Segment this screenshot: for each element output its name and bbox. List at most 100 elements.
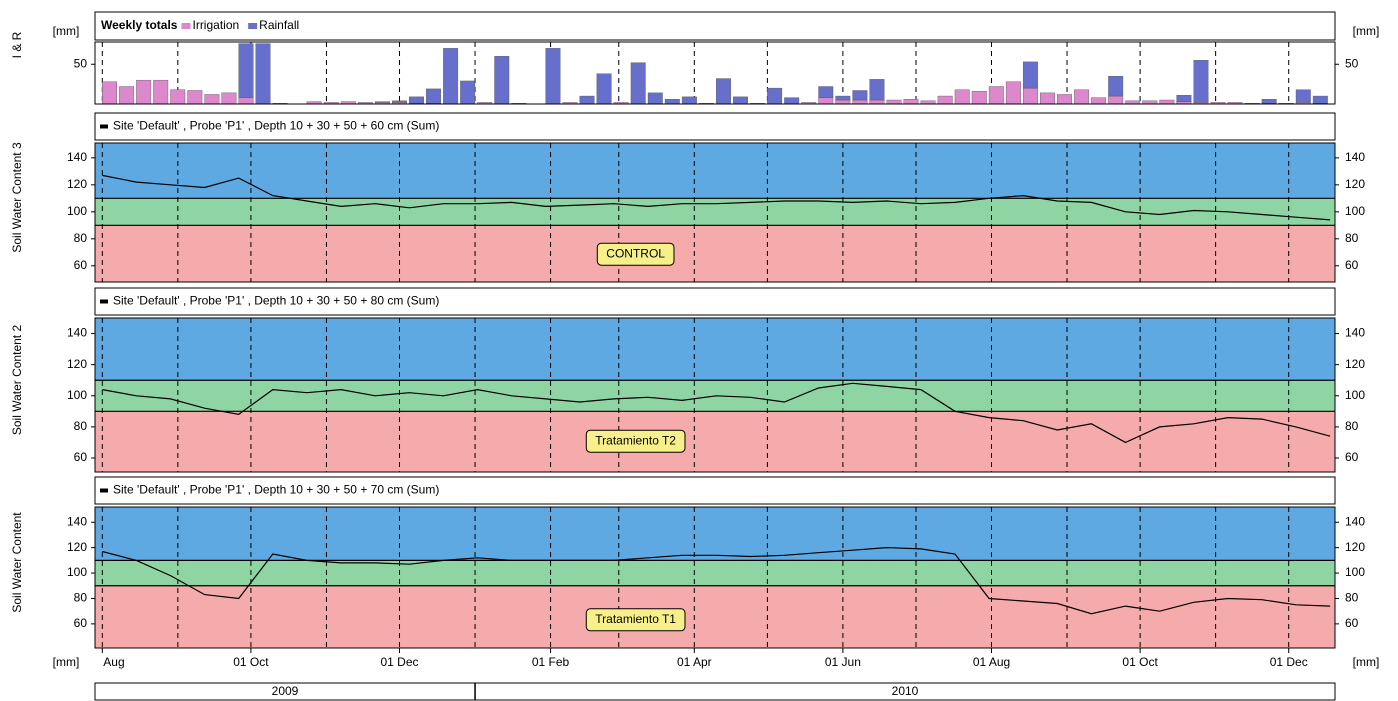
bar — [784, 97, 800, 105]
y-tick-label: 50 — [1345, 56, 1359, 70]
x-tick-label: 01 Aug — [973, 655, 1010, 669]
y-tick-label: 100 — [67, 388, 87, 402]
bar — [409, 96, 424, 104]
panel-header — [94, 112, 1336, 141]
y-tick-label: 140 — [1345, 150, 1365, 164]
bar — [835, 95, 851, 101]
line — [102, 546, 1331, 615]
bar — [937, 95, 953, 105]
bar — [221, 92, 237, 105]
x-tick-label: 01 Feb — [532, 655, 570, 669]
y-tick-label: 120 — [1345, 540, 1365, 554]
bar — [187, 90, 203, 105]
y-tick-label: 80 — [1345, 419, 1359, 433]
bar — [681, 96, 697, 105]
x-tick-label: Aug — [103, 655, 124, 669]
line — [102, 174, 1331, 221]
y-tick-label: 140 — [1345, 514, 1365, 528]
bar — [869, 99, 885, 105]
legend-swatch — [100, 124, 108, 129]
annotation-box — [585, 608, 686, 632]
y-tick-label: 80 — [1345, 231, 1359, 245]
y-tick-label: 140 — [67, 326, 87, 340]
bar — [886, 99, 902, 105]
bar — [204, 94, 220, 105]
bar — [869, 79, 885, 101]
y-tick-label: 100 — [1345, 565, 1365, 579]
band — [95, 225, 1335, 282]
bar — [1074, 89, 1090, 105]
bar — [392, 100, 407, 103]
unit-label: [mm] — [53, 24, 80, 38]
y-tick-label: 120 — [1345, 357, 1365, 371]
y-tick-label: 120 — [67, 357, 87, 371]
bar — [818, 97, 834, 105]
bar — [733, 96, 748, 105]
y-axis-label: Soil Water Content — [10, 512, 24, 613]
y-tick-label: 60 — [1345, 258, 1359, 272]
bar — [1295, 89, 1311, 103]
unit-label: [mm] — [53, 655, 80, 669]
panel-header — [94, 11, 1336, 41]
bar — [1193, 60, 1209, 103]
bar — [664, 99, 680, 105]
x-tick-label: 01 Jun — [825, 655, 861, 669]
band — [95, 198, 1335, 226]
band — [95, 143, 1335, 199]
y-tick-label: 120 — [67, 177, 87, 191]
bar — [1159, 99, 1175, 105]
annotation-box — [596, 242, 675, 266]
plot-border — [94, 142, 1336, 283]
bar — [460, 80, 476, 105]
bar — [852, 90, 868, 101]
y-axis-label: Soil Water Content 2 — [10, 325, 24, 436]
y-tick-label: 120 — [67, 540, 87, 554]
y-tick-label: 120 — [1345, 177, 1365, 191]
y-tick-label: 60 — [1345, 450, 1359, 464]
band — [95, 411, 1335, 472]
annotation-box — [585, 429, 686, 453]
bar — [1040, 92, 1055, 105]
y-tick-label: 100 — [1345, 388, 1365, 402]
y-axis-label: I & R — [10, 31, 24, 58]
y-tick-label: 50 — [74, 56, 88, 70]
y-tick-label: 60 — [1345, 616, 1359, 630]
bar — [903, 99, 919, 105]
bar — [852, 99, 868, 105]
panel-header — [94, 476, 1336, 505]
bar — [647, 92, 663, 105]
year-label: 2009 — [272, 684, 299, 698]
y-tick-label: 100 — [67, 204, 87, 218]
bar — [1261, 99, 1277, 104]
legend-swatch — [100, 488, 108, 493]
y-tick-label: 80 — [74, 591, 88, 605]
legend-swatch — [181, 23, 191, 29]
legend-swatch — [100, 299, 108, 304]
bar — [954, 89, 970, 105]
y-tick-label: 80 — [1345, 591, 1359, 605]
bar — [443, 48, 459, 105]
bar — [1057, 94, 1072, 105]
y-tick-label: 80 — [74, 419, 88, 433]
annotation: Tratamiento T2 — [595, 433, 676, 447]
y-tick-label: 60 — [74, 258, 88, 272]
bar — [1005, 81, 1021, 105]
bar — [1022, 61, 1038, 89]
x-tick-label: 01 Dec — [1270, 655, 1308, 669]
bar — [835, 99, 851, 105]
x-tick-label: 01 Apr — [677, 655, 712, 669]
bar — [545, 48, 561, 105]
annotation: CONTROL — [606, 246, 665, 260]
bar — [971, 91, 987, 105]
bar — [818, 86, 834, 98]
x-tick-label: 01 Oct — [233, 655, 269, 669]
bar — [1108, 95, 1124, 105]
plot-area — [95, 42, 1335, 104]
annotation: Tratamiento T1 — [595, 612, 676, 626]
unit-label: [mm] — [1353, 655, 1380, 669]
band — [95, 507, 1335, 561]
band — [95, 585, 1335, 648]
chart-title: Site 'Default' , Probe 'P1' , Depth 10 +… — [113, 119, 439, 133]
unit-label: [mm] — [1353, 24, 1380, 38]
legend-swatch — [248, 23, 258, 29]
